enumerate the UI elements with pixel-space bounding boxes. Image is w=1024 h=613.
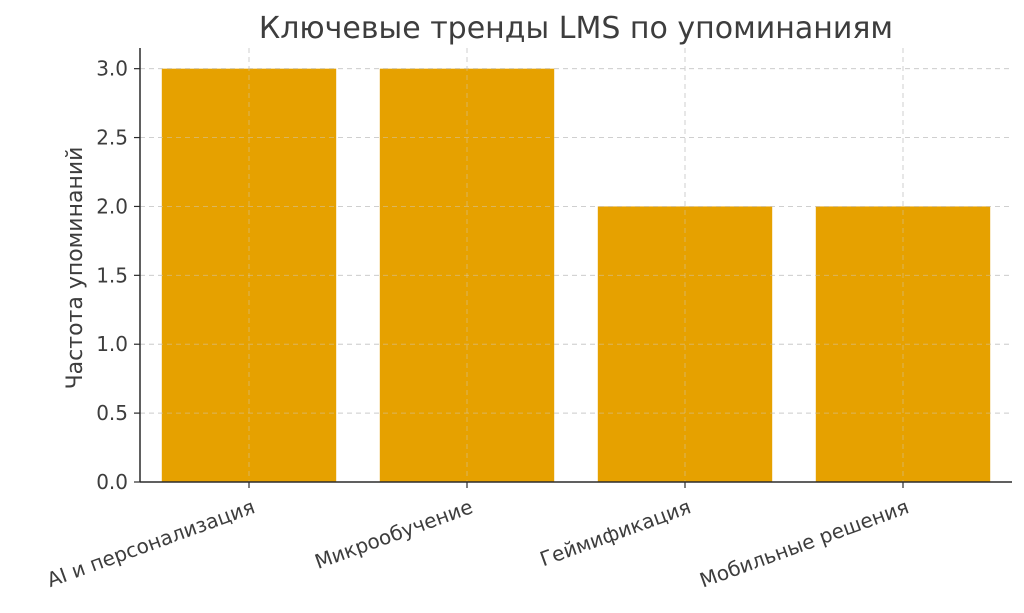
y-tick-label: 3.0 xyxy=(96,57,128,81)
x-tick-label: Геймификация xyxy=(537,494,694,571)
x-tick-label: Мобильные решения xyxy=(696,494,912,592)
x-ticks: AI и персонализация Микрообучение Геймифик… xyxy=(44,482,912,592)
x-tick-label: AI и персонализация xyxy=(44,494,258,592)
y-tick-label: 0.0 xyxy=(96,470,128,494)
y-tick-label: 1.5 xyxy=(96,263,128,287)
x-tick-label: Микрообучение xyxy=(312,494,476,573)
y-ticks: 0.0 0.5 1.0 1.5 2.0 2.5 3.0 xyxy=(96,57,140,494)
y-axis-label: Частота упоминаний xyxy=(63,147,88,390)
y-tick-label: 0.5 xyxy=(96,401,128,425)
bar xyxy=(161,68,337,483)
axes xyxy=(139,48,1012,483)
chart-title: Ключевые тренды LMS по упоминаниям xyxy=(259,11,893,46)
y-tick-label: 1.0 xyxy=(96,332,128,356)
y-tick-label: 2.5 xyxy=(96,126,128,150)
y-tick-label: 2.0 xyxy=(96,194,128,218)
bar xyxy=(379,68,555,483)
bar xyxy=(815,206,991,482)
bar xyxy=(597,206,773,482)
bars xyxy=(140,48,1012,483)
